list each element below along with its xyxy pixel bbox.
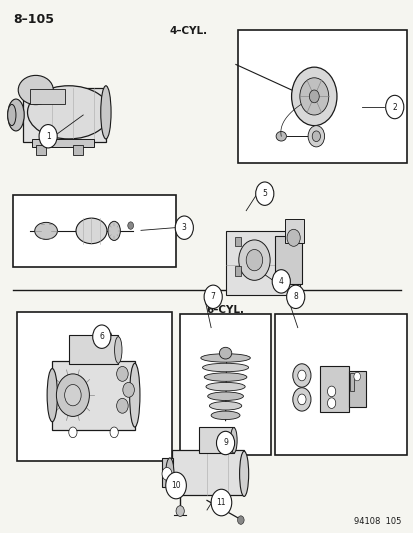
Circle shape (69, 427, 77, 438)
Ellipse shape (219, 348, 231, 359)
Ellipse shape (8, 99, 24, 131)
Ellipse shape (8, 104, 16, 126)
Circle shape (307, 126, 324, 147)
Circle shape (297, 370, 305, 381)
Bar (171, 450, 244, 495)
Ellipse shape (35, 222, 57, 239)
Circle shape (255, 182, 273, 205)
Circle shape (292, 387, 310, 411)
Ellipse shape (27, 86, 110, 139)
Ellipse shape (200, 354, 250, 362)
Circle shape (286, 285, 304, 309)
Bar (235, 266, 240, 276)
Bar (237, 30, 406, 163)
Ellipse shape (100, 86, 111, 139)
Ellipse shape (230, 427, 237, 453)
Circle shape (309, 90, 318, 103)
Circle shape (238, 240, 269, 280)
Circle shape (271, 270, 290, 293)
Text: 9: 9 (223, 439, 228, 448)
Ellipse shape (275, 132, 286, 141)
Bar (161, 458, 173, 487)
Text: 4: 4 (278, 277, 283, 286)
Bar (17, 312, 171, 461)
Ellipse shape (206, 382, 244, 391)
Bar (69, 335, 118, 365)
Circle shape (39, 125, 57, 148)
Bar (285, 219, 303, 243)
Text: 5: 5 (262, 189, 266, 198)
Circle shape (292, 364, 310, 387)
Text: 11: 11 (216, 498, 225, 507)
Text: 1: 1 (46, 132, 50, 141)
Circle shape (110, 427, 118, 438)
Ellipse shape (108, 221, 120, 240)
Circle shape (204, 285, 222, 309)
Ellipse shape (239, 451, 248, 496)
Bar (349, 373, 354, 391)
Circle shape (385, 95, 403, 119)
Bar (23, 88, 106, 142)
Circle shape (56, 374, 89, 416)
Ellipse shape (204, 373, 246, 381)
Circle shape (93, 325, 111, 349)
Ellipse shape (207, 392, 243, 400)
Ellipse shape (18, 75, 53, 104)
Circle shape (246, 249, 262, 271)
Ellipse shape (76, 218, 107, 244)
Ellipse shape (47, 368, 57, 422)
Circle shape (299, 78, 328, 115)
Ellipse shape (165, 458, 173, 490)
Text: 4–CYL.: 4–CYL. (169, 26, 207, 36)
Circle shape (286, 229, 299, 246)
Circle shape (128, 222, 133, 229)
Circle shape (216, 431, 234, 455)
Circle shape (165, 472, 186, 499)
Bar (225, 231, 299, 295)
Circle shape (327, 398, 335, 408)
Bar (320, 367, 348, 411)
Text: 7: 7 (210, 292, 215, 301)
Circle shape (116, 367, 128, 381)
Text: 94108  105: 94108 105 (353, 517, 400, 526)
Bar (36, 146, 46, 155)
Circle shape (123, 382, 134, 397)
Circle shape (116, 398, 128, 413)
Circle shape (176, 506, 184, 516)
Text: 8: 8 (293, 292, 297, 301)
Circle shape (237, 516, 244, 524)
Circle shape (161, 467, 171, 480)
Circle shape (64, 384, 81, 406)
Bar (13, 195, 176, 266)
Bar (235, 237, 240, 246)
Bar (274, 314, 406, 455)
Text: 8–105: 8–105 (13, 13, 54, 26)
Bar (31, 139, 93, 147)
Bar (348, 371, 365, 407)
Bar (73, 146, 83, 155)
Text: 6–CYL.: 6–CYL. (206, 305, 244, 315)
Circle shape (291, 67, 336, 126)
Circle shape (353, 372, 360, 381)
Text: 10: 10 (171, 481, 180, 490)
Circle shape (297, 394, 305, 405)
Text: 2: 2 (392, 102, 396, 111)
Bar (274, 236, 301, 284)
Circle shape (175, 216, 193, 239)
Circle shape (211, 489, 231, 516)
Ellipse shape (209, 401, 241, 410)
Bar (29, 90, 64, 104)
Circle shape (311, 131, 320, 142)
Ellipse shape (211, 411, 240, 419)
Circle shape (327, 386, 335, 397)
Ellipse shape (129, 364, 140, 427)
Ellipse shape (114, 337, 122, 364)
Text: 6: 6 (99, 332, 104, 341)
Ellipse shape (202, 364, 248, 372)
Bar (198, 427, 233, 453)
Bar (180, 314, 270, 455)
Text: 3: 3 (181, 223, 186, 232)
Bar (52, 361, 135, 430)
